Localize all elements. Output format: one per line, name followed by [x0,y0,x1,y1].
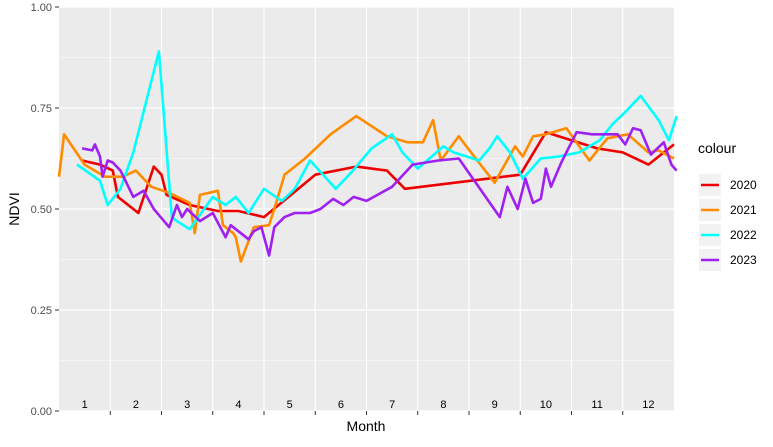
series-line-2022 [76,50,678,231]
x-axis-label: Month [347,418,386,434]
y-axis-label: NDVI [6,192,22,225]
y-tick-label: 0.00 [31,406,52,418]
legend-label-2023: 2023 [730,253,757,267]
legend-label-2021: 2021 [730,203,757,217]
grid-major [59,6,674,412]
y-tick-label: 0.75 [31,103,52,115]
series-line-2023 [81,126,678,257]
x-axis-ticks: 1 2 3 4 5 6 7 8 9 10 11 12 [82,399,655,415]
x-tick-label: 1 [82,399,88,411]
x-tick-label: 8 [440,399,446,411]
legend-keys: 2020 2021 2022 2023 [699,174,757,271]
x-tick-label: 7 [389,399,395,411]
y-tick-label: 0.50 [31,204,52,216]
legend-label-2022: 2022 [730,228,757,242]
y-tick-label: 0.25 [31,305,52,317]
x-tick-label: 5 [287,399,293,411]
y-tick-label: 1.00 [31,2,52,14]
x-tick-label: 3 [184,399,190,411]
x-tick-label: 4 [235,399,241,411]
x-tick-label: 9 [492,399,498,411]
x-tick-label: 2 [133,399,139,411]
series-line-2021 [57,114,675,263]
x-tick-label: 12 [642,399,654,411]
legend-label-2020: 2020 [730,178,757,192]
y-axis: 0.00 0.25 0.50 0.75 1.00 [31,2,59,418]
x-tick-label: 10 [540,399,552,411]
series-layer [57,50,678,263]
legend-title: colour [698,140,736,156]
x-tick-label: 11 [591,399,602,411]
x-tick-label: 6 [338,399,344,411]
legend: colour 2020 2021 2022 2023 [698,140,757,271]
